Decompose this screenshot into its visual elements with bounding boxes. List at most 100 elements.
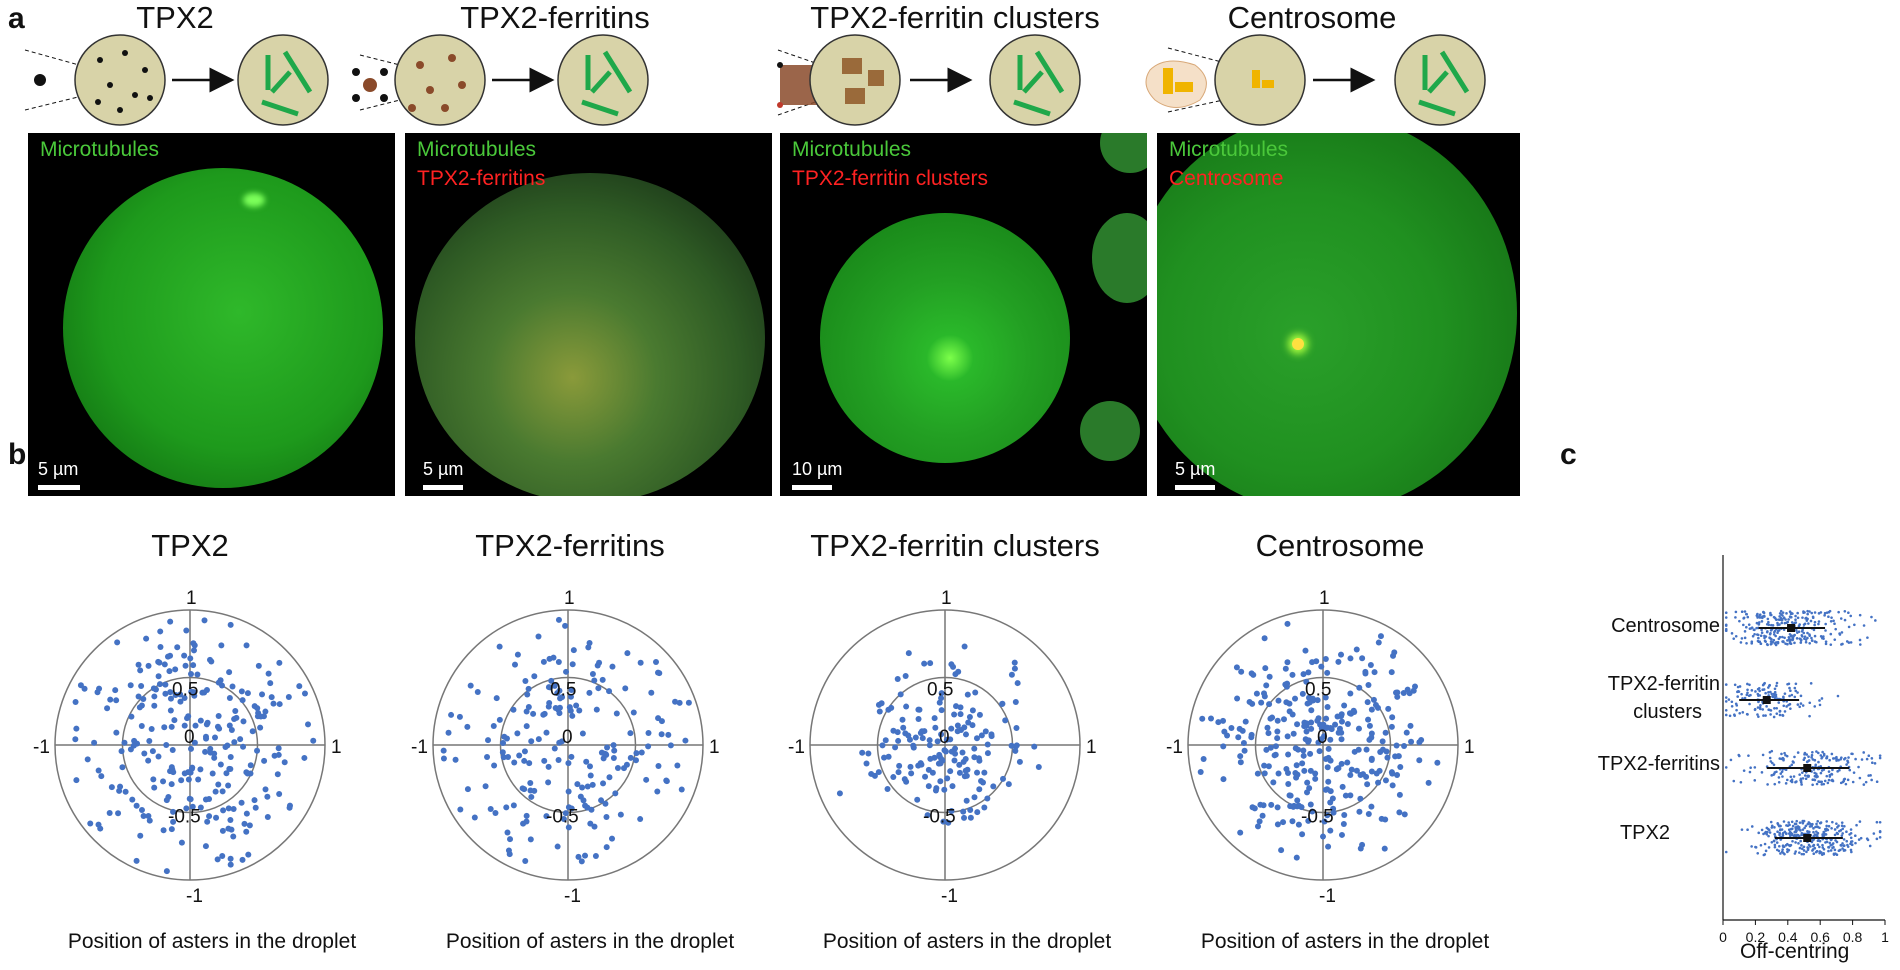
aster-point bbox=[531, 673, 538, 680]
aster-point bbox=[240, 743, 247, 750]
aster-point bbox=[305, 721, 312, 728]
aster-point bbox=[610, 755, 617, 762]
data-point bbox=[1768, 708, 1771, 712]
aster-point bbox=[611, 747, 618, 754]
data-point bbox=[1739, 641, 1743, 644]
aster-point bbox=[178, 839, 185, 846]
data-point bbox=[1813, 634, 1817, 638]
data-point bbox=[1811, 616, 1815, 620]
tick-minus-1: -1 bbox=[186, 886, 203, 907]
aster-point bbox=[884, 785, 891, 792]
data-point bbox=[1787, 821, 1790, 824]
aster-point bbox=[1320, 833, 1327, 840]
aster-point bbox=[545, 779, 552, 786]
data-point bbox=[1776, 830, 1779, 833]
data-point bbox=[1760, 628, 1763, 632]
data-point bbox=[1785, 621, 1788, 625]
data-point bbox=[1833, 622, 1836, 626]
aster-point bbox=[181, 722, 188, 729]
aster-point bbox=[247, 762, 254, 769]
data-point bbox=[1789, 707, 1792, 710]
aster-point bbox=[545, 703, 552, 710]
aster-point bbox=[925, 783, 932, 790]
data-point bbox=[1789, 827, 1793, 831]
aster-point bbox=[638, 749, 645, 756]
aster-point bbox=[172, 692, 179, 699]
aster-point bbox=[1274, 804, 1281, 811]
aster-point bbox=[1397, 764, 1404, 771]
aster-point bbox=[1242, 718, 1249, 725]
aster-point bbox=[962, 731, 969, 738]
data-point bbox=[1818, 821, 1822, 825]
aster-point bbox=[554, 690, 561, 697]
data-point bbox=[1773, 690, 1777, 694]
data-point bbox=[1751, 634, 1755, 638]
aster-point bbox=[526, 760, 533, 767]
aster-point bbox=[962, 767, 969, 774]
aster-point bbox=[1344, 720, 1351, 727]
aster-point bbox=[1322, 756, 1329, 763]
data-point bbox=[1773, 845, 1777, 849]
data-point bbox=[1795, 780, 1798, 783]
aster-point bbox=[528, 738, 535, 745]
data-point bbox=[1823, 779, 1827, 783]
aster-point bbox=[440, 747, 447, 754]
data-point bbox=[1779, 609, 1783, 613]
data-point bbox=[1756, 639, 1760, 643]
data-point bbox=[1807, 622, 1810, 625]
data-point bbox=[1818, 845, 1821, 849]
aster-point bbox=[1363, 746, 1370, 753]
aster-point bbox=[604, 744, 611, 751]
aster-point bbox=[73, 725, 80, 732]
data-point bbox=[1819, 765, 1823, 768]
aster-point bbox=[115, 810, 122, 817]
aster-point bbox=[499, 749, 506, 756]
data-point bbox=[1744, 625, 1748, 629]
data-point bbox=[1781, 775, 1784, 778]
data-point bbox=[1825, 820, 1829, 823]
x-tick-label: 0.8 bbox=[1843, 929, 1863, 945]
aster-point bbox=[1366, 736, 1373, 743]
data-point bbox=[1801, 616, 1804, 619]
data-point bbox=[1790, 621, 1794, 624]
aster-point bbox=[521, 748, 528, 755]
aster-point bbox=[1274, 717, 1281, 724]
aster-point bbox=[586, 763, 593, 770]
data-point bbox=[1808, 633, 1811, 636]
aster-point bbox=[491, 762, 498, 769]
data-point bbox=[1812, 827, 1815, 830]
aster-point bbox=[890, 774, 897, 781]
aster-point bbox=[510, 706, 517, 713]
data-point bbox=[1734, 634, 1738, 638]
aster-point bbox=[262, 708, 269, 715]
data-point bbox=[1799, 702, 1803, 705]
data-point bbox=[1758, 689, 1761, 693]
data-point bbox=[1807, 821, 1811, 824]
aster-point bbox=[203, 735, 210, 742]
aster-point bbox=[254, 713, 261, 720]
aster-point bbox=[1401, 742, 1408, 749]
aster-point bbox=[467, 682, 474, 689]
aster-point bbox=[507, 836, 514, 843]
data-point bbox=[1776, 623, 1780, 627]
data-point bbox=[1837, 849, 1841, 852]
label-microtubules: Microtubules bbox=[1169, 138, 1289, 161]
aster-point bbox=[905, 732, 912, 739]
data-point bbox=[1829, 844, 1833, 847]
aster-point bbox=[945, 819, 952, 826]
aster-point bbox=[119, 764, 126, 771]
aster-point bbox=[948, 725, 955, 732]
aster-point bbox=[227, 861, 234, 868]
data-point bbox=[1733, 683, 1737, 687]
aster-point bbox=[484, 754, 491, 761]
data-point bbox=[1794, 682, 1798, 686]
aster-point bbox=[1355, 725, 1362, 732]
aster-point bbox=[482, 783, 489, 790]
aster-point bbox=[232, 708, 239, 715]
aster-point bbox=[591, 823, 598, 830]
aster-point bbox=[1234, 695, 1241, 702]
aster-point bbox=[875, 769, 882, 776]
data-point bbox=[1745, 693, 1749, 697]
aster-point bbox=[167, 689, 174, 696]
aster-point bbox=[1314, 697, 1321, 704]
